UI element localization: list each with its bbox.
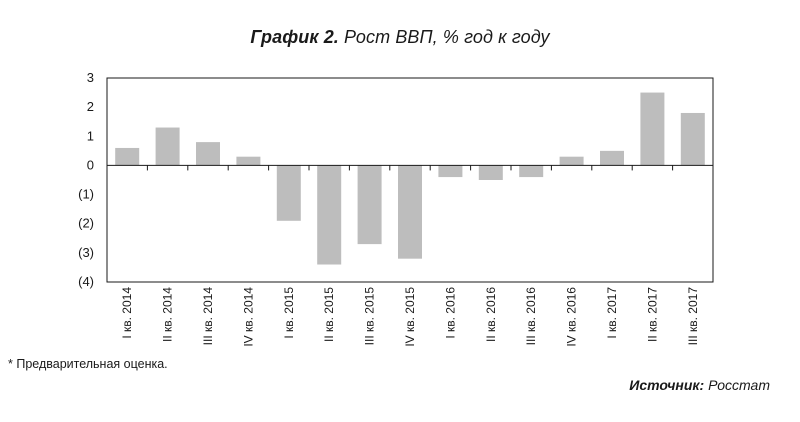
bar [196,142,220,166]
x-tick-label: I кв. 2014 [120,287,134,339]
x-tick-label: IV кв. 2016 [565,287,579,347]
chart-title-text: Рост ВВП, % год к году [344,27,550,47]
y-tick-label: (4) [78,274,94,289]
bar [115,147,140,166]
bar [680,112,705,166]
bar [600,150,624,166]
x-tick-label: II кв. 2014 [161,287,175,342]
bar [357,165,382,245]
y-tick-label: (2) [78,216,94,231]
plot-frame [106,77,714,283]
x-tick-label: III кв. 2017 [686,287,700,346]
x-tick-label: III кв. 2016 [524,287,538,346]
y-tick-label: 1 [87,128,94,143]
x-tick-label: I кв. 2015 [282,287,296,339]
bar [559,156,584,166]
bar [236,156,261,166]
x-tick-label: I кв. 2016 [443,287,457,339]
x-tick-label: I кв. 2017 [605,287,619,339]
bar [519,165,544,178]
y-tick-label: (3) [78,245,94,260]
x-tick-label: IV кв. 2015 [403,287,417,347]
x-tick-label: II кв. 2017 [645,287,659,342]
chart-title-lead: График 2. [250,27,339,47]
bar [276,165,301,221]
source-value: Росстат [708,377,770,393]
bar [478,165,503,180]
source-label: Источник: [629,377,705,393]
chart-title: График 2. Рост ВВП, % год к году [0,27,800,48]
bar [398,165,422,259]
y-tick-label: 2 [87,99,94,114]
footnote: * Предварительная оценка. [8,357,168,371]
x-tick-label: III кв. 2015 [363,287,377,346]
x-tick-label: II кв. 2015 [322,287,336,342]
y-tick-label: (1) [78,187,94,202]
bar [317,165,342,265]
bar [640,92,665,166]
bar [155,127,180,166]
x-tick-label: II кв. 2016 [484,287,498,342]
y-tick-label: 0 [87,157,94,172]
bar [438,165,463,178]
x-tick-label: III кв. 2014 [201,287,215,346]
y-tick-label: 3 [87,70,94,85]
source-note: Источник: Росстат [629,377,770,393]
x-tick-label: IV кв. 2014 [241,287,255,347]
